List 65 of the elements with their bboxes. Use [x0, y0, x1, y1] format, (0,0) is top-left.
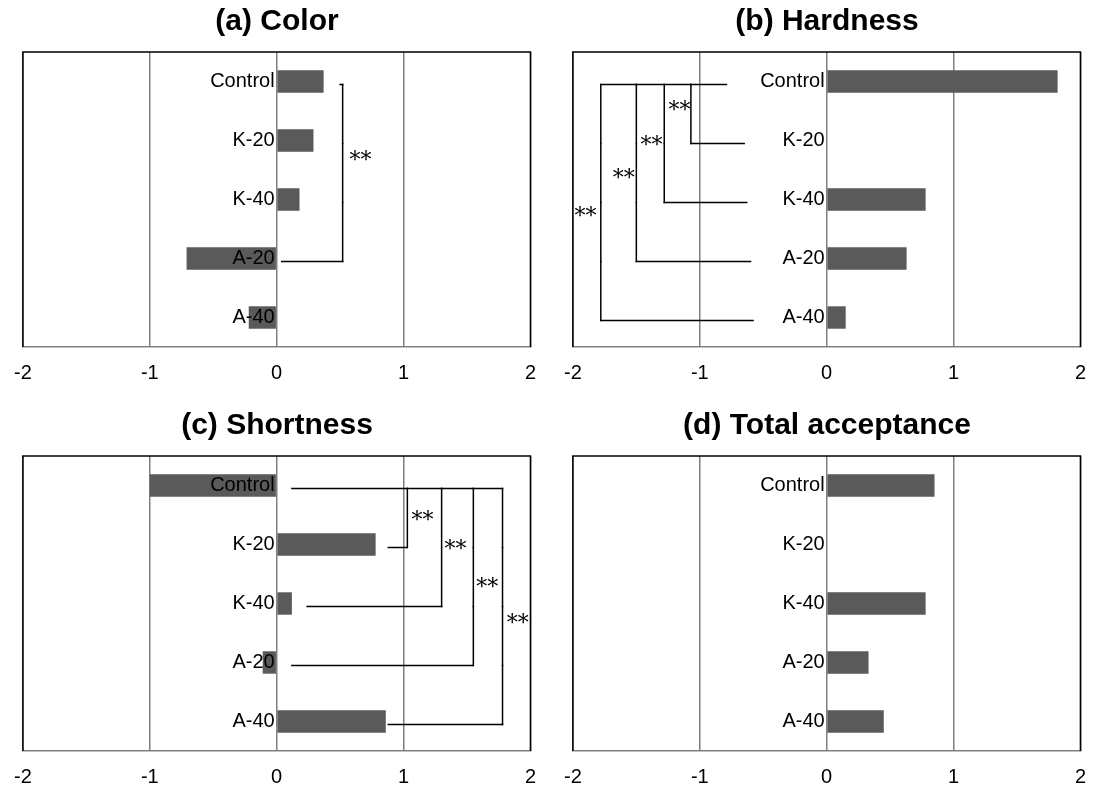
chart-title: (b) Hardness [735, 3, 919, 37]
annotation: ** [411, 506, 434, 532]
bar [827, 70, 1058, 93]
x-tick-label: -2 [13, 764, 32, 787]
y-tick-label: K-40 [782, 591, 825, 614]
y-tick-label: Control [760, 69, 825, 92]
annotation: ** [476, 574, 499, 600]
bar [277, 70, 324, 93]
y-tick-label: A-20 [782, 650, 825, 673]
x-tick-label: 0 [821, 360, 833, 383]
y-tick-label: K-20 [232, 532, 275, 555]
y-tick-label: A-40 [782, 709, 825, 732]
y-tick-label: K-20 [232, 128, 275, 151]
bar [277, 710, 386, 733]
x-tick-label: 0 [821, 764, 833, 787]
y-tick-label: Control [210, 473, 275, 496]
x-tick-label: -1 [690, 764, 709, 787]
y-tick-label: K-20 [782, 532, 825, 555]
bar [827, 592, 926, 615]
y-tick-label: A-20 [232, 246, 275, 269]
x-tick-label: -2 [563, 764, 582, 787]
y-tick-label: K-40 [232, 187, 275, 210]
y-tick-label: K-40 [232, 591, 275, 614]
y-tick-label: A-40 [782, 305, 825, 328]
x-tick-label: 1 [947, 360, 960, 383]
bar [277, 188, 300, 211]
bar [827, 474, 935, 497]
x-tick-label: 2 [524, 360, 536, 383]
x-tick-label: -1 [140, 360, 159, 383]
x-tick-label: 2 [1074, 360, 1086, 383]
bar [277, 592, 292, 615]
annotation: ** [668, 96, 691, 122]
annotation: ** [349, 146, 372, 172]
y-tick-label: K-40 [782, 187, 825, 210]
x-tick-label: -2 [13, 360, 32, 383]
annotation: ** [640, 132, 663, 158]
x-tick-label: 2 [524, 764, 536, 787]
x-tick-label: 1 [397, 764, 410, 787]
annotation: ** [506, 609, 529, 635]
x-tick-label: 1 [397, 360, 410, 383]
bar [827, 247, 907, 270]
bar [827, 651, 869, 674]
bar [827, 306, 846, 329]
x-tick-label: 2 [1074, 764, 1086, 787]
chart-title: (a) Color [215, 3, 339, 37]
bar [827, 188, 926, 211]
y-tick-label: K-20 [782, 128, 825, 151]
bar [277, 129, 314, 152]
y-tick-label: A-40 [232, 709, 275, 732]
bar [277, 533, 376, 556]
x-tick-label: 0 [271, 764, 283, 787]
chart-title: (c) Shortness [181, 407, 373, 441]
x-tick-label: 1 [947, 764, 960, 787]
x-tick-label: -2 [563, 360, 582, 383]
y-tick-label: A-20 [782, 246, 825, 269]
x-tick-label: -1 [690, 360, 709, 383]
y-tick-label: Control [210, 69, 275, 92]
x-tick-label: -1 [140, 764, 159, 787]
chart-title: (d) Total acceptance [683, 407, 971, 441]
bar [827, 710, 884, 733]
annotation: ** [612, 164, 635, 190]
annotation: ** [444, 536, 467, 562]
x-tick-label: 0 [271, 360, 283, 383]
y-tick-label: Control [760, 473, 825, 496]
annotation: ** [574, 202, 597, 228]
